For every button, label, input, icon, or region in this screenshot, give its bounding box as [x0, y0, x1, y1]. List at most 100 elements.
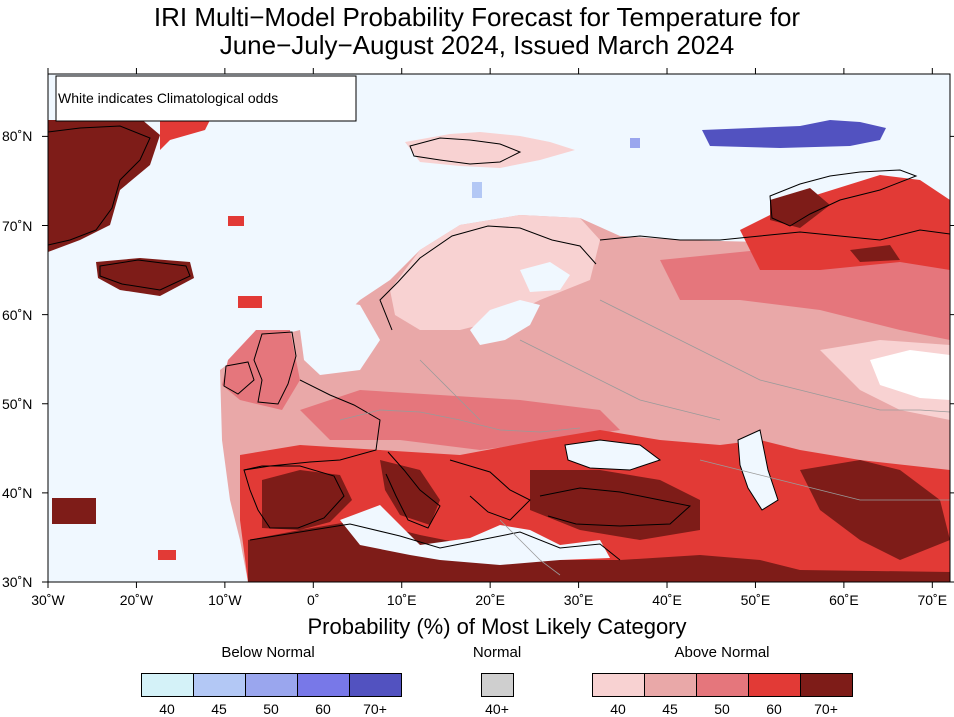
arctic-cold-region: [702, 120, 886, 148]
below-swatch: [141, 673, 194, 697]
border-5: [699, 459, 950, 501]
above-swatch-label: 60: [766, 701, 782, 717]
greenland-region: [48, 118, 160, 252]
above-swatch: [696, 673, 749, 697]
coastlines: [48, 125, 950, 561]
greenland-coast: [48, 125, 151, 246]
border-3: [519, 339, 721, 421]
greenland-east-strip: [160, 120, 210, 150]
black-sea-coast: [564, 439, 662, 471]
x-tick-label: 60˚E: [829, 592, 859, 608]
russia-belt-region: [660, 245, 950, 340]
black-sea: [565, 440, 660, 470]
europe-coast: [243, 379, 381, 471]
iceland-coast: [99, 259, 191, 291]
legend-title: Probability (%) of Most Likely Category: [307, 614, 687, 639]
below-swatch: [297, 673, 350, 697]
below-swatch-label: 50: [263, 701, 279, 717]
mediterranean-sea: [340, 505, 610, 565]
x-tick-label: 20˚E: [475, 592, 505, 608]
italy-balkans-dark: [380, 460, 440, 525]
above-swatch: [592, 673, 645, 697]
y-tick-label: 60˚N: [2, 306, 33, 323]
north-sea: [300, 300, 380, 375]
note-box: [55, 75, 357, 122]
above-swatch: [748, 673, 801, 697]
above-swatch: [644, 673, 697, 697]
x-tick-label: 70˚E: [917, 592, 948, 608]
border-1: [339, 409, 581, 433]
normal-swatch-label: 40+: [485, 701, 509, 717]
border-2: [419, 359, 481, 421]
turkey-coast: [539, 487, 692, 527]
russia-north-red: [740, 175, 950, 270]
italy-coast: [385, 451, 441, 529]
ireland-coast: [223, 361, 255, 395]
svalbard-region: [405, 132, 575, 168]
legend-normal-label: Normal: [472, 644, 522, 661]
africa-coast: [249, 523, 621, 561]
below-swatch: [245, 673, 298, 697]
y-axis-ticks: [42, 135, 954, 583]
north-africa-dark: [248, 520, 950, 582]
ural-white: [870, 350, 950, 400]
above-swatch-label: 45: [662, 701, 678, 717]
iberia-coast: [243, 465, 345, 529]
y-tick-label: 50˚N: [2, 395, 33, 412]
arctic-coast-dark: [850, 245, 900, 262]
caspian-sea: [738, 430, 778, 510]
below-swatch-label: 40: [159, 701, 175, 717]
x-tick-label: 20˚W: [119, 592, 154, 608]
yamal-dark: [770, 188, 830, 228]
iberia-north-africa-dark: [262, 470, 352, 530]
x-tick-label: 40˚E: [652, 592, 682, 608]
title-line-2: June−July−August 2024, Issued March 2024: [219, 30, 735, 60]
x-tick-label: 10˚E: [386, 592, 417, 608]
british-isles-region: [222, 330, 300, 410]
x-tick-label: 0˚: [307, 592, 320, 608]
legend-below-label: Below Normal: [221, 644, 315, 661]
scandinavia-region: [390, 215, 600, 330]
title-line-1: IRI Multi−Model Probability Forecast for…: [153, 2, 801, 32]
border-6: [499, 519, 561, 576]
border-4: [599, 299, 950, 413]
x-axis-ticks: [47, 68, 933, 588]
balkans-coast: [449, 459, 531, 521]
scandinavia-coast: [379, 225, 597, 331]
climatology-note: White indicates Climatological odds: [58, 90, 278, 106]
below-swatch-label: 60: [315, 701, 331, 717]
x-tick-label: 50˚E: [740, 592, 771, 608]
caspian-coast: [737, 429, 779, 511]
above-swatch-label: 50: [714, 701, 730, 717]
probability-field: [48, 118, 950, 582]
y-tick-label: 30˚N: [2, 574, 33, 590]
y-tick-label: 80˚N: [2, 128, 33, 145]
azores-patch: [52, 498, 96, 524]
above-swatch-label: 40: [610, 701, 626, 717]
x-tick-label: 10˚W: [208, 592, 242, 608]
x-tick-label: 30˚W: [31, 592, 65, 608]
bear-island-patch: [472, 182, 482, 198]
below-swatch: [193, 673, 246, 697]
legend-above-label: Above Normal: [674, 644, 770, 661]
below-swatch: [349, 673, 402, 697]
iceland-region: [96, 258, 194, 296]
novaya-zemlya-coast: [769, 169, 918, 227]
x-tick-label: 30˚E: [563, 592, 594, 608]
britain-coast: [253, 331, 297, 405]
atlantic-patch-2: [238, 296, 262, 308]
middle-east-dark: [800, 460, 950, 560]
above-swatch: [800, 673, 853, 697]
below-swatch-label: 70+: [363, 701, 387, 717]
below-swatch-label: 45: [211, 701, 227, 717]
y-tick-label: 70˚N: [2, 217, 33, 234]
franz-josef-patch: [630, 138, 640, 148]
normal-swatch: [481, 673, 514, 697]
y-tick-label: 40˚N: [2, 484, 33, 501]
baltic-sea: [470, 300, 540, 345]
canary-patch: [158, 550, 176, 560]
above-swatch-label: 70+: [814, 701, 838, 717]
arctic-russia-coast: [599, 229, 950, 241]
map-frame: [47, 73, 951, 583]
